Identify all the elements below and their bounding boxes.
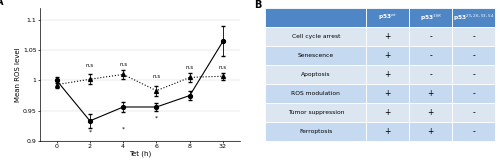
Text: +: + [384,51,391,60]
Text: +: + [384,70,391,79]
Text: p53$^{3KR}$: p53$^{3KR}$ [420,12,442,23]
Text: -: - [472,32,475,41]
Text: Ferroptosis: Ferroptosis [300,129,332,134]
Text: +: + [384,89,391,98]
Y-axis label: Mean ROS level: Mean ROS level [16,47,22,102]
Bar [366,46,410,65]
Text: p53$^{wt}$: p53$^{wt}$ [378,12,398,22]
Legend: p53$^{3KR}$, p53$^{25,26,53,54}$: p53$^{3KR}$, p53$^{25,26,53,54}$ [264,32,313,59]
Text: +: + [428,108,434,117]
Bar [266,103,366,122]
Bar [266,46,366,65]
Text: -: - [430,70,432,79]
Bar [266,65,366,84]
Text: +: + [384,108,391,117]
Text: Cell cycle arrest: Cell cycle arrest [292,34,340,39]
Text: n.s: n.s [119,62,127,67]
Bar [410,27,452,46]
Text: Apoptosis: Apoptosis [301,72,330,77]
Bar [366,84,410,103]
Bar [410,122,452,141]
Text: -: - [472,108,475,117]
Text: A: A [0,0,4,7]
Text: Tumor suppression: Tumor suppression [288,110,344,115]
Bar [452,27,495,46]
Text: Senescence: Senescence [298,53,334,58]
Bar [452,84,495,103]
Bar [366,65,410,84]
Text: -: - [472,70,475,79]
Bar [266,84,366,103]
Bar [452,103,495,122]
Bar [266,8,366,27]
Text: n.s: n.s [186,65,194,70]
X-axis label: Tet (h): Tet (h) [128,151,151,157]
Bar [366,103,410,122]
Bar [410,65,452,84]
Text: *: * [88,130,92,135]
Text: -: - [472,51,475,60]
Bar [452,8,495,27]
Bar [366,27,410,46]
Text: -: - [430,51,432,60]
Text: +: + [384,127,391,136]
Text: *: * [155,116,158,120]
Text: +: + [428,127,434,136]
Text: n.s: n.s [86,63,94,68]
Bar [452,122,495,141]
Text: -: - [472,89,475,98]
Bar [366,8,410,27]
Text: *: * [122,126,124,131]
Text: ROS modulation: ROS modulation [292,91,341,96]
Text: B: B [254,0,262,10]
Bar [410,8,452,27]
Bar [410,103,452,122]
Bar [452,65,495,84]
Text: -: - [430,32,432,41]
Bar [266,27,366,46]
Bar [410,46,452,65]
Bar [452,46,495,65]
Text: n.s: n.s [152,74,160,79]
Text: +: + [384,32,391,41]
Bar [366,122,410,141]
Text: n.s: n.s [219,65,227,70]
Bar [266,122,366,141]
Text: p53$^{25,26,53,54}$: p53$^{25,26,53,54}$ [453,12,494,23]
Bar [410,84,452,103]
Text: +: + [428,89,434,98]
Text: -: - [472,127,475,136]
